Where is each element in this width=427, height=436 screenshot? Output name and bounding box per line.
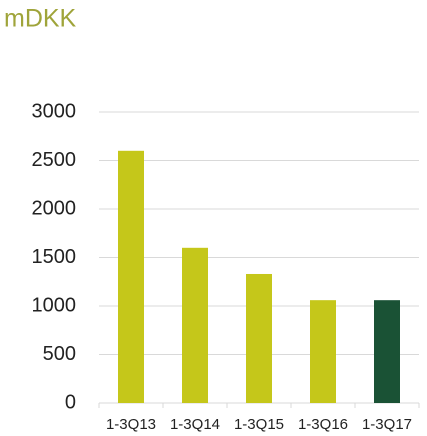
x-tick-label: 1-3Q16 [298,416,348,433]
x-tick-label: 1-3Q15 [234,416,284,433]
y-tick-label: 1000 [32,294,77,316]
y-tick-label: 0 [65,391,76,413]
y-tick-label: 500 [43,343,76,365]
bar [374,300,400,403]
y-tick-label: 2000 [32,197,77,219]
y-tick-label: 1500 [32,246,77,268]
y-tick-label: 2500 [32,149,77,171]
x-tick-label: 1-3Q17 [362,416,412,433]
x-tick-label: 1-3Q13 [106,416,156,433]
x-tick-label: 1-3Q14 [170,416,220,433]
bar [118,150,144,403]
bar [310,300,336,403]
y-tick-label: 3000 [32,100,77,122]
bar [246,273,272,403]
bar [182,247,208,403]
chart-title: mDKK [4,5,77,33]
